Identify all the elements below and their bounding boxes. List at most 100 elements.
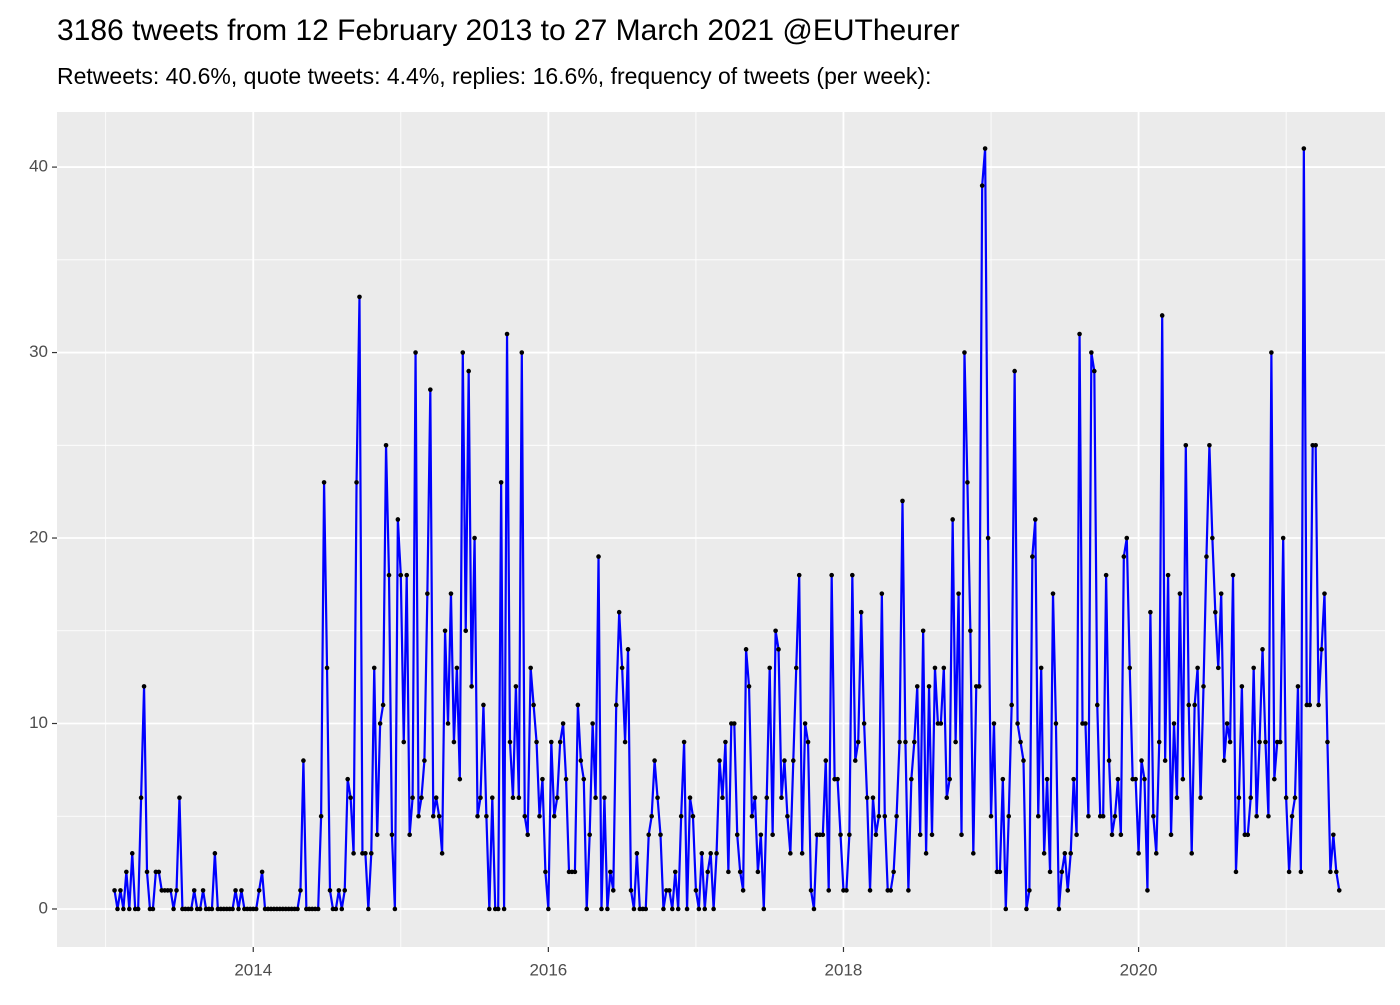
data-point [826,888,832,893]
x-tick-label: 2020 [1120,960,1158,979]
data-point [1230,572,1236,578]
data-point [823,758,829,763]
data-point [932,665,938,671]
data-point [1186,702,1192,708]
data-point [209,906,215,912]
data-point [501,906,507,912]
data-point [138,795,144,800]
data-point [923,851,929,856]
data-point [702,906,708,912]
data-point [743,647,749,652]
chart-subtitle: Retweets: 40.6%, quote tweets: 4.4%, rep… [57,63,931,89]
data-point [1334,869,1339,875]
data-point [944,795,950,800]
data-point [1121,554,1127,559]
data-point [1094,702,1100,708]
data-point [675,906,681,912]
data-point [947,776,953,782]
data-point [1086,813,1091,819]
data-point [965,480,970,485]
data-point [1153,851,1159,856]
data-point [914,684,920,689]
data-point [1286,869,1292,875]
data-point [1100,813,1106,819]
data-point [1142,776,1147,782]
data-point [484,813,489,819]
data-point [879,591,885,596]
data-point [572,869,578,875]
data-point [557,739,563,745]
data-point [997,869,1003,875]
data-point [507,739,513,745]
data-point [436,813,442,819]
data-point [717,758,722,763]
data-point [401,739,407,745]
data-point [419,795,424,800]
data-point [1183,442,1189,448]
data-point [1218,591,1224,596]
data-point [371,665,377,671]
data-point [938,721,944,726]
data-point [773,628,778,634]
data-point [575,702,581,708]
data-point [1277,739,1283,745]
data-point [551,813,557,819]
data-point [711,906,716,912]
data-point [752,795,758,800]
data-point [628,888,634,893]
data-point [383,442,389,448]
data-point [445,721,451,726]
data-point [903,739,908,745]
data-point [1151,813,1156,819]
data-point [321,480,327,485]
data-point [563,776,569,782]
x-tick-label: 2018 [825,960,863,979]
data-point [1236,795,1242,800]
data-point [1233,869,1239,875]
data-point [1319,647,1324,652]
data-point [1092,368,1097,374]
data-point [991,721,997,726]
data-point [838,832,843,838]
data-point [1024,906,1029,912]
data-point [522,813,528,819]
data-point [1180,776,1186,782]
data-point [1266,813,1271,819]
data-point [599,906,604,912]
data-point [466,368,471,374]
data-point [1280,535,1286,541]
data-point [802,721,808,726]
data-point [537,813,542,819]
data-point [758,832,764,838]
data-point [1156,739,1162,745]
data-point [971,851,976,856]
data-point [785,813,790,819]
y-tick-label: 30 [29,342,48,361]
data-point [531,702,536,708]
data-point [731,721,737,726]
data-point [805,739,811,745]
data-point [661,906,666,912]
data-point [593,795,598,800]
data-point [788,851,793,856]
data-point [478,795,483,800]
data-point [1289,813,1295,819]
data-point [560,721,566,726]
data-point [690,813,696,819]
data-point [917,832,923,838]
data-point [191,888,197,893]
data-point [1035,813,1041,819]
data-point [755,869,761,875]
data-point [605,906,610,912]
data-point [333,906,339,912]
data-point [941,665,947,671]
data-point [770,832,775,838]
data-point [368,851,374,856]
data-point [1272,776,1277,782]
data-point [1015,721,1020,726]
data-point [1000,776,1006,782]
data-point [1248,795,1254,800]
data-point [546,906,551,912]
data-point [188,906,194,912]
data-point [1313,442,1318,448]
